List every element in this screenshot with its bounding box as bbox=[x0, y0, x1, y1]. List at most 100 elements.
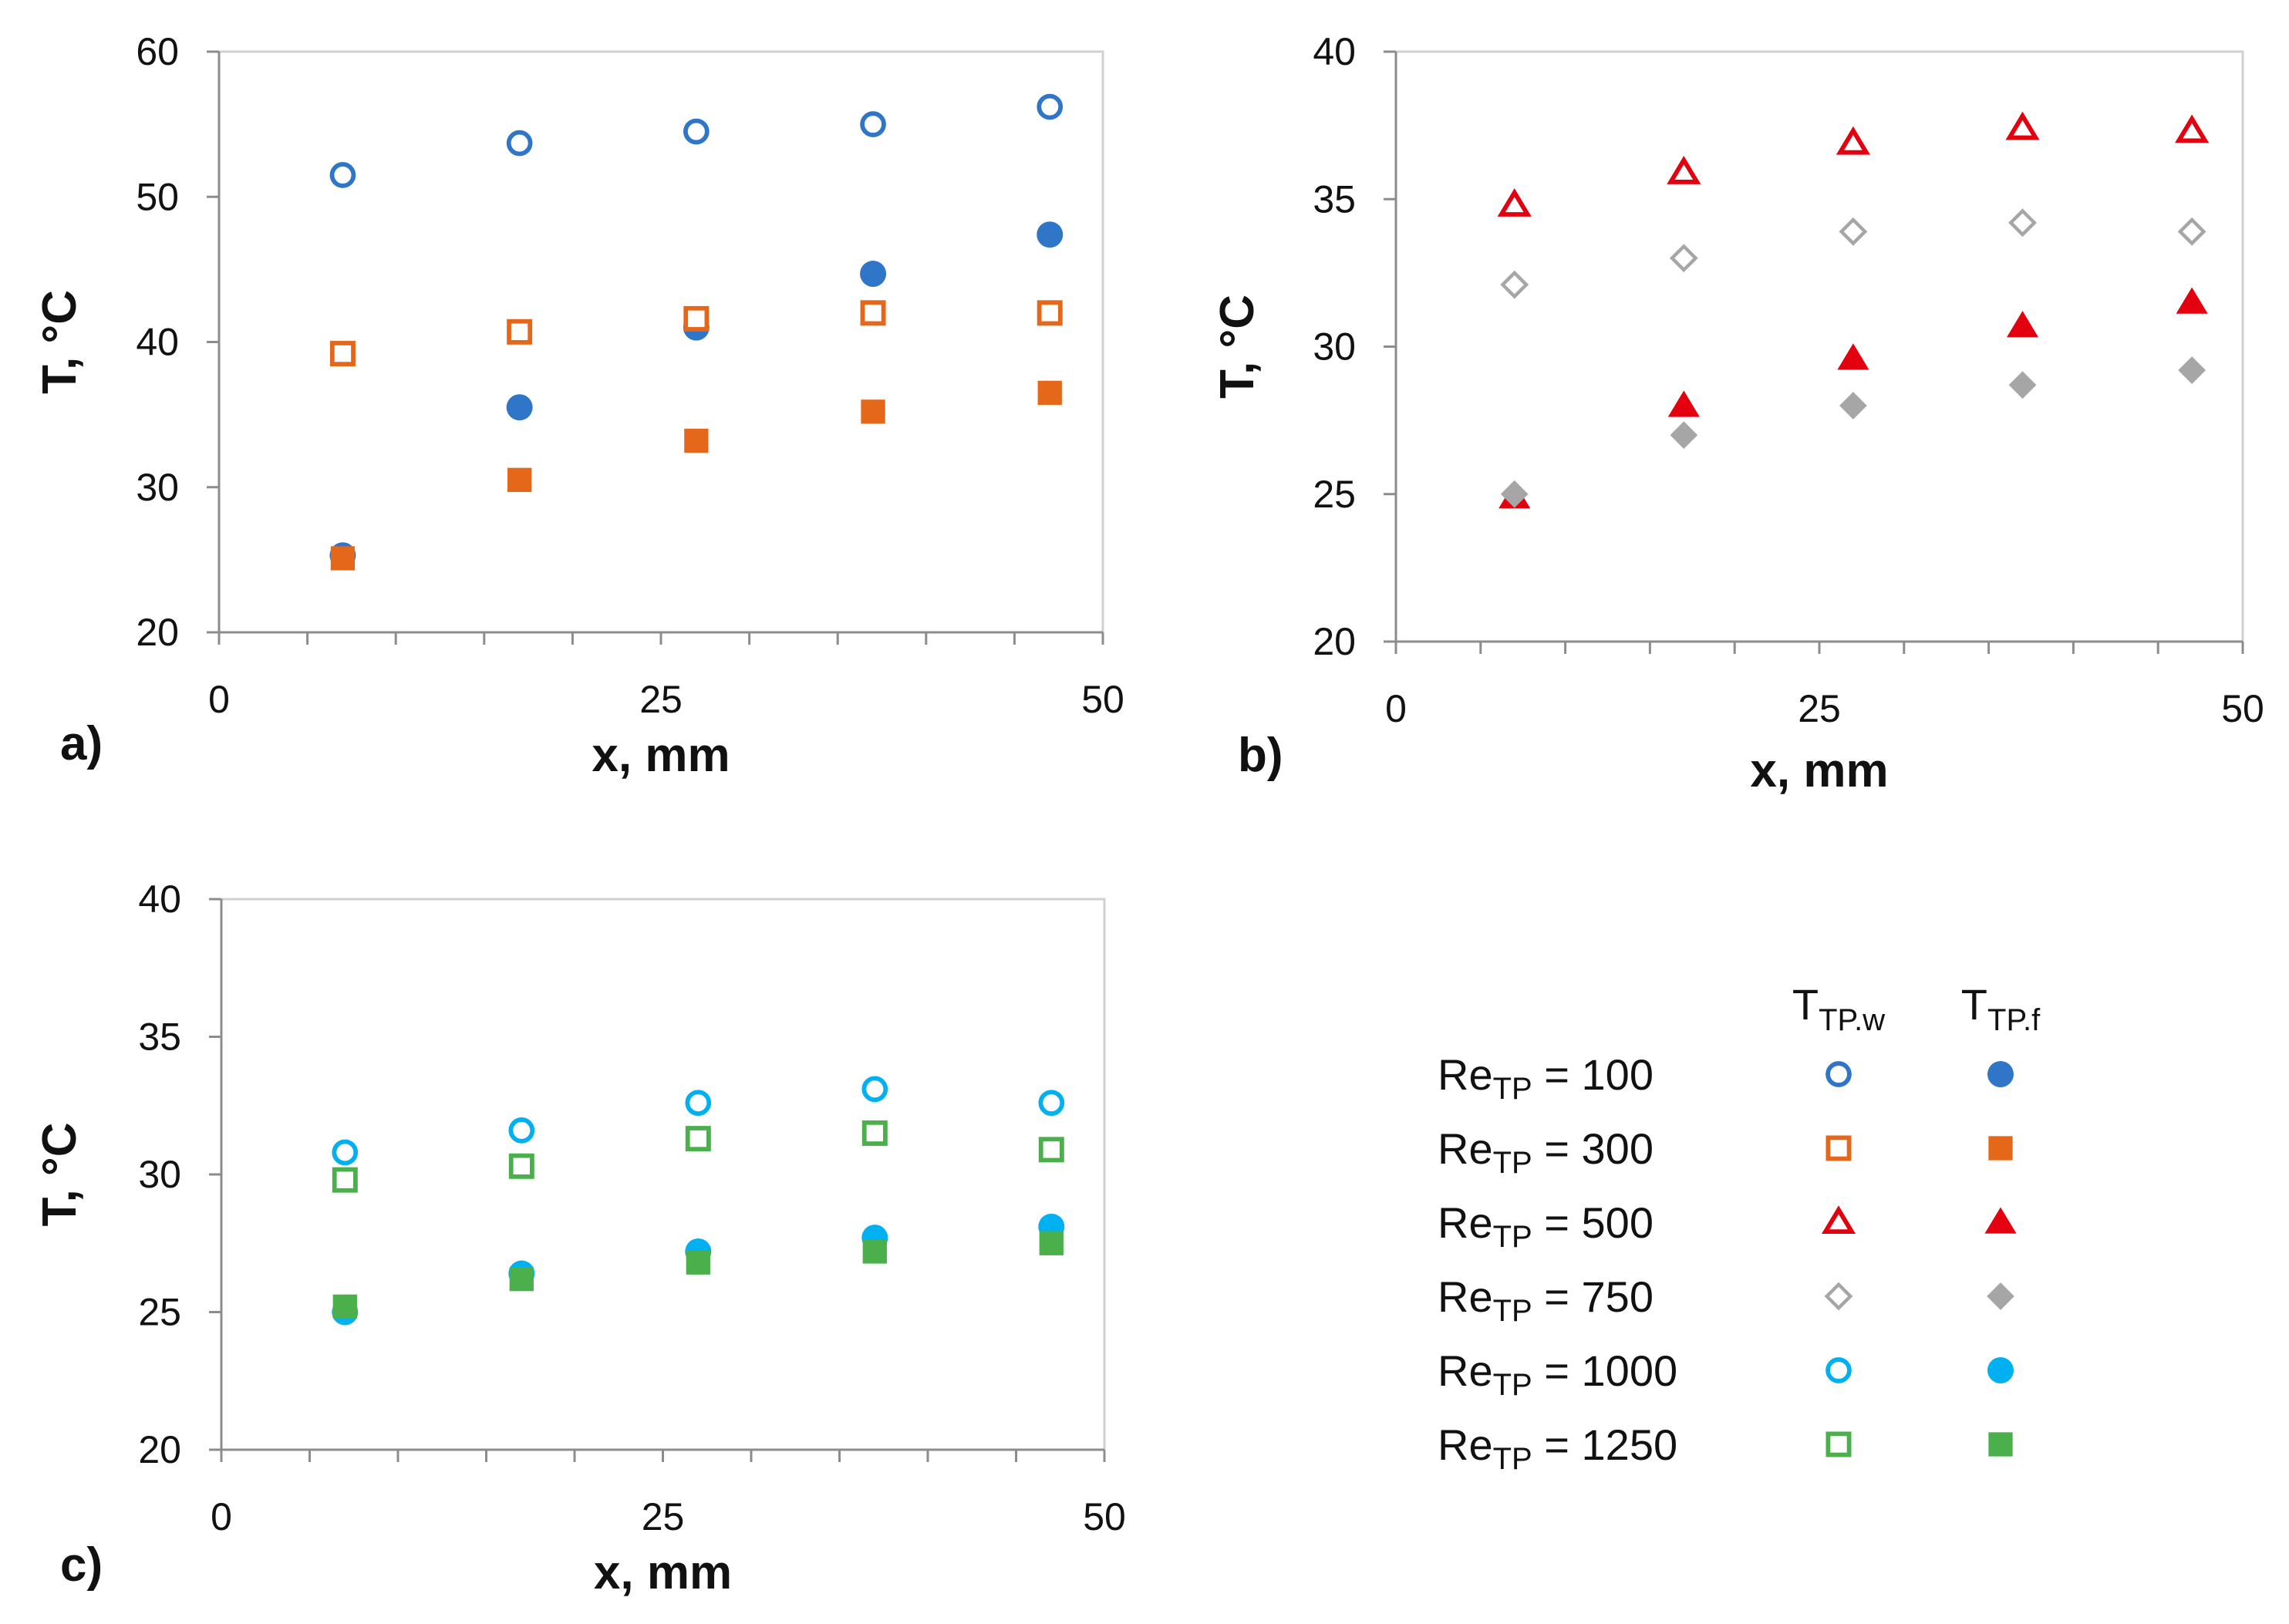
legend-marker-re500-wall bbox=[1821, 1205, 1856, 1235]
x-tick-label: 25 bbox=[642, 1495, 685, 1538]
data-point-re300-fluid bbox=[684, 428, 709, 453]
data-point-re300-fluid bbox=[330, 546, 356, 571]
legend-label-re300: ReTP = 300 bbox=[1438, 1124, 1654, 1180]
data-point-re750-fluid bbox=[1839, 392, 1867, 419]
data-point-re500-fluid bbox=[1667, 390, 1700, 417]
data-point-re300-fluid bbox=[507, 467, 532, 492]
data-point-re1250-wall bbox=[508, 1153, 534, 1179]
data-point-re100-wall bbox=[1037, 93, 1064, 120]
legend: TTP.w TTP.f ReTP = 100 ReTP = 300 ReTP = 500… bbox=[1438, 980, 2041, 1476]
chart-panel-3: 20 25 30 35 40 0 25 50 x, mm T, °C c) bbox=[33, 878, 1126, 1599]
legend-label-re1000: ReTP = 1000 bbox=[1438, 1346, 1677, 1402]
y-tick-label: 40 bbox=[1313, 30, 1356, 73]
legend-label-re500: ReTP = 500 bbox=[1438, 1198, 1654, 1254]
legend-marker-re1000-fluid bbox=[1987, 1357, 2014, 1383]
data-point-re100-wall bbox=[860, 111, 886, 137]
data-point-re100-fluid bbox=[1037, 221, 1064, 248]
x-axis-title: x, mm bbox=[594, 1546, 732, 1599]
data-point-re1000-wall bbox=[1038, 1090, 1065, 1117]
data-point-re300-wall bbox=[329, 341, 356, 367]
y-tick-label: 25 bbox=[138, 1291, 181, 1334]
data-point-re100-wall bbox=[683, 118, 710, 145]
data-point-re100-fluid bbox=[860, 261, 887, 288]
panel-label: c) bbox=[60, 1538, 103, 1592]
data-point-re1250-fluid bbox=[509, 1267, 534, 1292]
data-point-re500-wall bbox=[1497, 188, 1532, 217]
data-point-re1250-fluid bbox=[862, 1239, 887, 1264]
data-point-re750-fluid bbox=[2008, 371, 2037, 399]
data-point-re750-wall bbox=[2177, 217, 2206, 246]
panel-label: a) bbox=[60, 717, 103, 770]
data-point-re1250-fluid bbox=[1039, 1231, 1064, 1255]
data-point-re300-wall bbox=[507, 318, 533, 345]
data-point-re300-wall bbox=[1037, 300, 1063, 326]
data-point-re500-fluid bbox=[1837, 343, 1869, 370]
x-tick-label: 0 bbox=[211, 1495, 232, 1538]
legend-header-fluid: TTP.f bbox=[1961, 980, 2041, 1037]
panel-label: b) bbox=[1238, 729, 1283, 782]
x-axis-title: x, mm bbox=[1750, 744, 1888, 797]
plot-frame bbox=[1394, 50, 2244, 643]
y-axis-title: T, °C bbox=[33, 290, 86, 394]
data-point-re500-wall bbox=[1667, 156, 1701, 184]
legend-marker-re1250-fluid bbox=[1988, 1432, 2013, 1457]
y-tick-label: 20 bbox=[1313, 620, 1356, 663]
data-point-re300-wall bbox=[683, 305, 710, 332]
data-point-re750-fluid bbox=[2178, 356, 2206, 384]
data-point-re1250-wall bbox=[685, 1126, 711, 1152]
data-point-re300-fluid bbox=[861, 399, 885, 424]
data-point-re750-wall bbox=[1500, 270, 1529, 299]
legend-marker-re300-fluid bbox=[1988, 1136, 2013, 1161]
legend-marker-re750-fluid bbox=[1987, 1282, 2014, 1310]
x-tick-label: 0 bbox=[1385, 687, 1407, 730]
data-point-re100-wall bbox=[506, 130, 533, 157]
data-point-re1250-fluid bbox=[332, 1294, 357, 1319]
data-point-re1000-wall bbox=[508, 1117, 535, 1144]
data-point-re750-wall bbox=[1669, 244, 1698, 273]
x-tick-label: 0 bbox=[208, 678, 230, 721]
y-tick-label: 20 bbox=[138, 1428, 181, 1471]
chart-panel-1: 20 30 40 50 60 0 25 50 x, mm T, °C a) bbox=[33, 30, 1124, 782]
x-tick-label: 50 bbox=[1081, 678, 1124, 721]
data-point-re500-fluid bbox=[2006, 311, 2039, 338]
x-tick-label: 50 bbox=[1083, 1495, 1126, 1538]
data-point-re750-wall bbox=[1839, 217, 1868, 246]
legend-marker-re100-wall bbox=[1825, 1061, 1852, 1087]
y-tick-label: 35 bbox=[1313, 177, 1356, 221]
legend-label-re750: ReTP = 750 bbox=[1438, 1272, 1654, 1328]
y-tick-label: 25 bbox=[1313, 473, 1356, 516]
legend-label-re100: ReTP = 100 bbox=[1438, 1050, 1654, 1106]
data-point-re750-wall bbox=[2008, 208, 2037, 238]
x-tick-label: 50 bbox=[2221, 687, 2264, 730]
legend-marker-re100-fluid bbox=[1987, 1061, 2014, 1087]
legend-marker-re1000-wall bbox=[1825, 1357, 1852, 1383]
x-tick-label: 25 bbox=[1798, 687, 1841, 730]
y-tick-label: 50 bbox=[136, 175, 179, 218]
data-point-re500-wall bbox=[1836, 126, 1870, 155]
data-point-re300-fluid bbox=[1037, 380, 1062, 406]
data-point-re100-wall bbox=[329, 162, 356, 188]
data-point-re100-fluid bbox=[506, 394, 533, 421]
data-point-re1250-wall bbox=[861, 1120, 888, 1146]
data-point-re500-wall bbox=[2005, 111, 2040, 140]
legend-label-re1250: ReTP = 1250 bbox=[1438, 1420, 1677, 1476]
data-point-re300-wall bbox=[860, 300, 886, 326]
y-tick-label: 30 bbox=[1313, 325, 1356, 369]
y-tick-label: 40 bbox=[138, 878, 181, 921]
data-point-re1000-wall bbox=[685, 1090, 712, 1117]
legend-header-wall: TTP.w bbox=[1792, 980, 1885, 1037]
chart-panel-2: 20 25 30 35 40 0 25 50 x, mm T, °C b) bbox=[1211, 30, 2264, 797]
data-point-re1250-fluid bbox=[686, 1250, 710, 1275]
data-point-re500-fluid bbox=[2176, 287, 2208, 314]
legend-marker-re750-wall bbox=[1824, 1282, 1853, 1311]
y-tick-label: 20 bbox=[136, 611, 179, 654]
data-point-re750-fluid bbox=[1670, 421, 1698, 450]
data-point-re1250-wall bbox=[332, 1167, 358, 1193]
y-tick-label: 40 bbox=[136, 321, 179, 364]
data-point-re500-wall bbox=[2175, 114, 2210, 143]
x-tick-label: 25 bbox=[639, 678, 683, 721]
legend-marker-re1250-wall bbox=[1825, 1431, 1852, 1457]
y-axis-title: T, °C bbox=[33, 1122, 86, 1226]
legend-marker-re500-fluid bbox=[1984, 1207, 2017, 1234]
